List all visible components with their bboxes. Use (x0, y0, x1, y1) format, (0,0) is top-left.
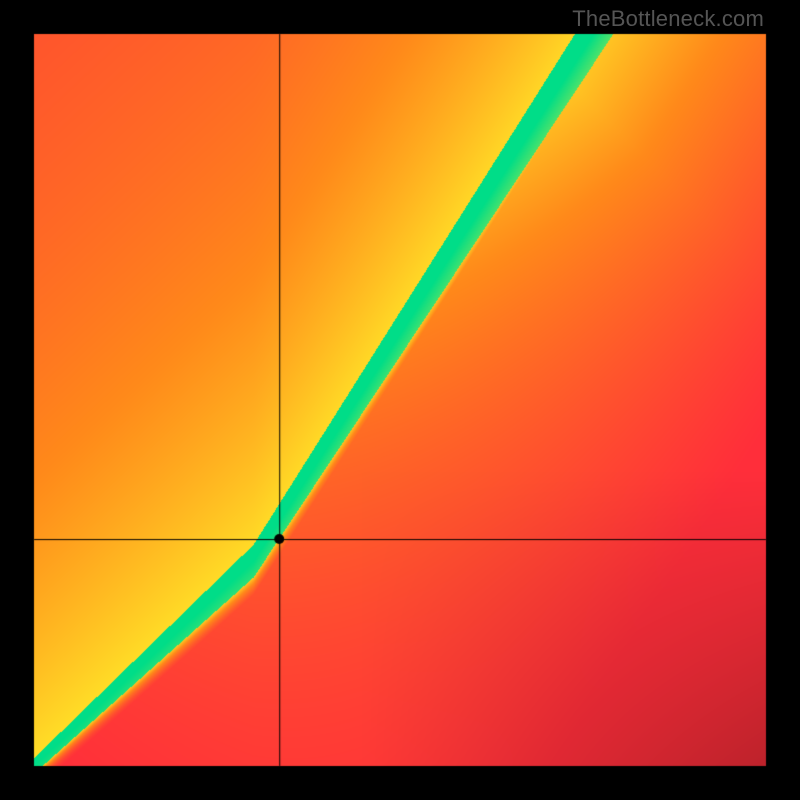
bottleneck-chart-frame: { "watermark": "TheBottleneck.com", "cha… (0, 0, 800, 800)
watermark-text: TheBottleneck.com (572, 6, 764, 32)
crosshair-overlay-canvas (0, 0, 800, 800)
